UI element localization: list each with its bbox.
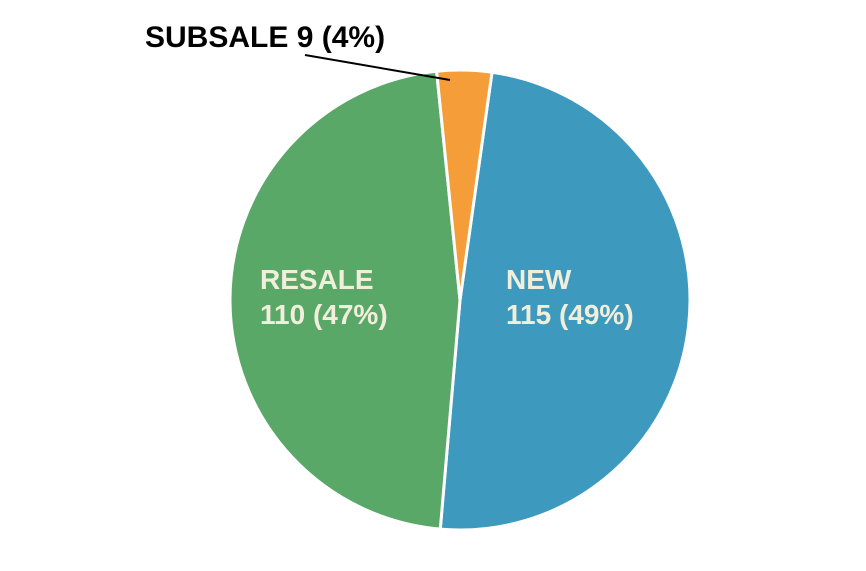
callout-leader-subsale — [305, 55, 450, 80]
pie-svg — [0, 0, 866, 571]
slice-resale — [230, 71, 460, 529]
pie-chart: NEW 115 (49%) RESALE 110 (47%) SUBSALE 9… — [0, 0, 866, 571]
